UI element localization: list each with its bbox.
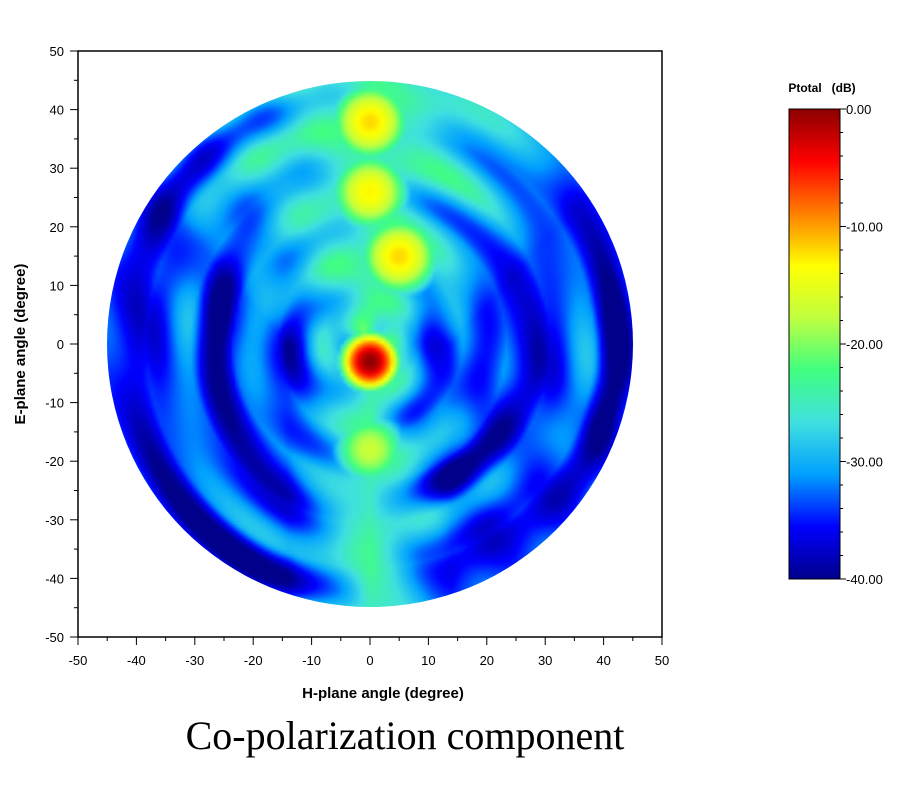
colorbar-title: Ptotal (dB) [788,81,855,95]
colorbar-gradient [788,108,841,580]
y-tick-label: -10 [45,396,64,411]
colorbar: Ptotal (dB) 0.00 -10.00 -20.00 -30.00 -40.00 [788,81,883,587]
x-tick-label: 40 [596,653,610,668]
x-tick-label: -40 [127,653,146,668]
x-tick-label: -50 [69,653,88,668]
colorbar-tick-label: 0.00 [846,102,871,117]
y-tick-label: 20 [50,220,64,235]
y-tick-label: -40 [45,571,64,586]
colorbar-tick-label: -30.00 [846,455,883,470]
x-tick-label: 0 [366,653,373,668]
y-tick-label: 0 [57,337,64,352]
x-tick-label: 20 [480,653,494,668]
x-tick-label: -30 [185,653,204,668]
colorbar-ticks: 0.00 -10.00 -20.00 -30.00 -40.00 [840,102,883,587]
x-tick-label: -10 [302,653,321,668]
y-tick-label: -30 [45,513,64,528]
x-tick-label: 30 [538,653,552,668]
colorbar-tick-label: -10.00 [846,220,883,235]
colorbar-tick-label: -20.00 [846,337,883,352]
y-axis-label: E-plane angle (degree) [12,264,29,425]
y-tick-label: -50 [45,630,64,645]
colorbar-tick-label: -40.00 [846,572,883,587]
y-tick-label: 10 [50,278,64,293]
heatmap-image [107,81,633,607]
y-tick-label: -20 [45,454,64,469]
x-axis-ticks: -50 -40 -30 -20 -10 0 10 20 30 40 50 [69,637,669,668]
x-tick-label: 50 [655,653,669,668]
y-tick-label: 50 [50,44,64,59]
y-axis-ticks: 50 40 30 20 10 0 -10 -20 -30 -40 -50 [45,44,78,645]
y-tick-label: 30 [50,161,64,176]
x-tick-label: 10 [421,653,435,668]
x-tick-label: -20 [244,653,263,668]
y-tick-label: 40 [50,103,64,118]
figure-caption: Co-polarization component [185,713,625,758]
x-axis-label: H-plane angle (degree) [302,685,464,702]
